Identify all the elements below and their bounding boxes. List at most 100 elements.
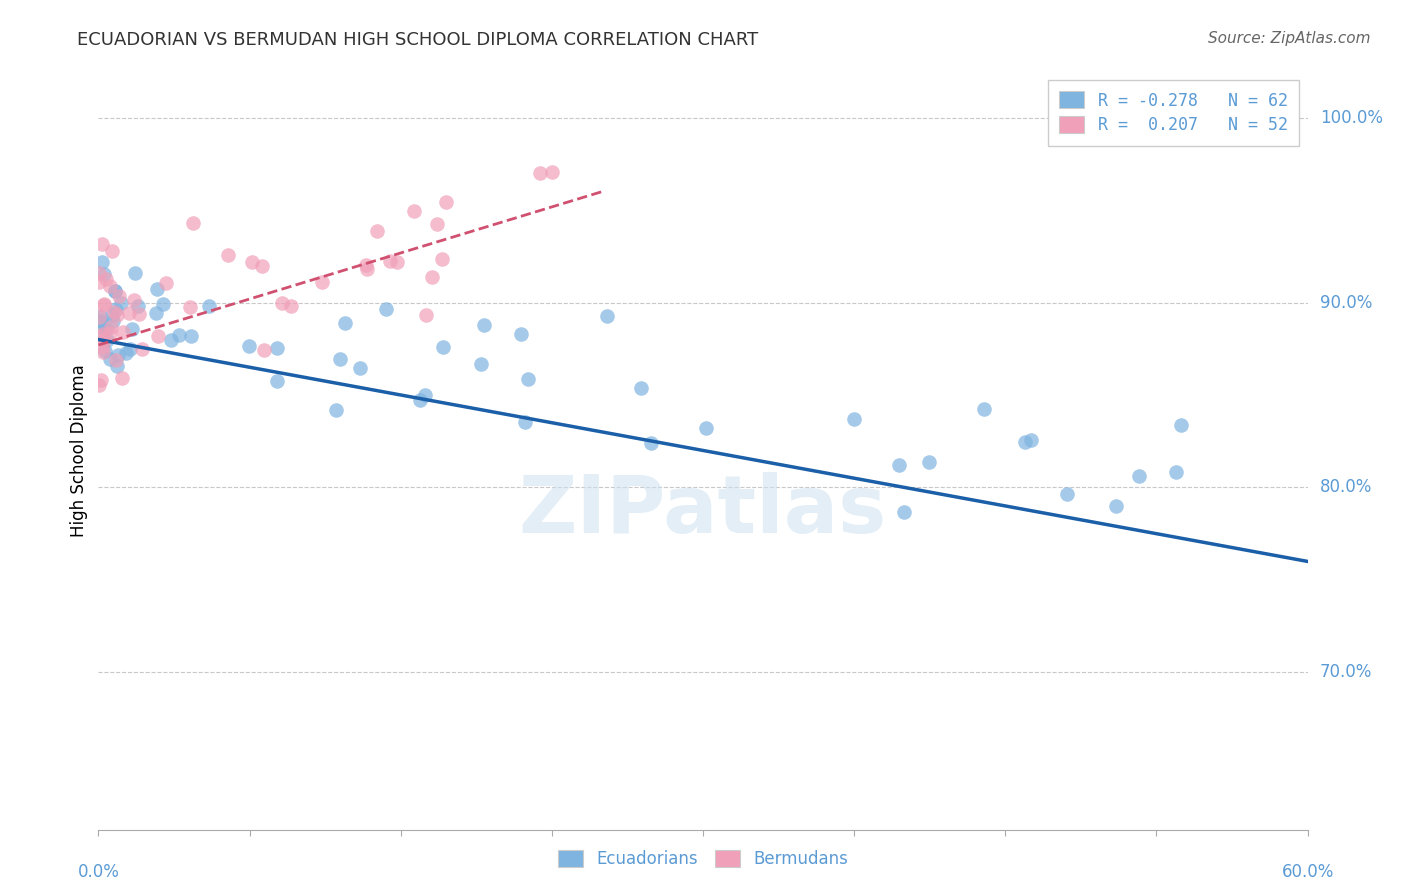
Legend: Ecuadorians, Bermudans: Ecuadorians, Bermudans (551, 843, 855, 875)
Point (93, 297, 115, 311)
Point (90, 373, 112, 387)
Point (105, 308, 128, 322)
Point (596, 310, 619, 324)
Point (356, 261, 378, 276)
Point (104, 285, 127, 299)
Point (110, 295, 132, 310)
Point (155, 276, 177, 290)
Point (145, 282, 167, 296)
Point (349, 360, 371, 375)
Y-axis label: High School Diploma: High School Diploma (70, 364, 89, 537)
Text: ZIPatlas: ZIPatlas (519, 472, 887, 550)
Point (111, 371, 134, 385)
Point (198, 299, 221, 313)
Point (131, 342, 153, 356)
Point (430, 252, 453, 266)
Point (152, 297, 174, 311)
Point (90, 237, 112, 252)
Point (96, 333, 118, 347)
Point (89, 319, 111, 334)
Point (385, 255, 408, 269)
Point (366, 224, 388, 238)
Point (434, 195, 457, 210)
Point (91, 340, 114, 354)
Point (108, 289, 131, 303)
Point (115, 346, 138, 360)
Point (103, 304, 125, 318)
Point (432, 340, 454, 354)
Point (160, 334, 183, 348)
Point (105, 359, 128, 373)
Point (842, 412, 865, 426)
Point (145, 306, 167, 320)
Point (1014, 435, 1036, 450)
Point (146, 329, 169, 343)
Point (415, 309, 437, 323)
Point (181, 216, 204, 230)
Point (280, 299, 302, 313)
Point (1170, 417, 1192, 432)
Point (329, 351, 352, 366)
Point (1019, 433, 1042, 447)
Legend: R = -0.278   N = 62, R =  0.207   N = 52: R = -0.278 N = 62, R = 0.207 N = 52 (1047, 79, 1299, 146)
Point (240, 255, 263, 269)
Point (420, 269, 443, 284)
Point (517, 372, 540, 386)
Point (253, 343, 276, 358)
Text: 70.0%: 70.0% (1320, 664, 1372, 681)
Point (354, 258, 377, 272)
Text: 60.0%: 60.0% (1281, 863, 1334, 880)
Point (893, 504, 915, 518)
Point (112, 325, 135, 339)
Point (101, 244, 124, 258)
Point (91, 326, 114, 341)
Point (93, 298, 115, 312)
Point (89, 329, 111, 343)
Point (378, 253, 401, 268)
Text: 100.0%: 100.0% (1320, 109, 1382, 127)
Point (640, 436, 662, 450)
Point (374, 302, 396, 317)
Point (630, 381, 652, 395)
Point (124, 293, 146, 307)
Point (250, 260, 273, 274)
Point (973, 402, 995, 417)
Point (529, 166, 551, 180)
Point (90, 255, 112, 269)
Point (238, 339, 260, 353)
Point (1056, 486, 1078, 500)
Point (1164, 465, 1187, 479)
Point (101, 314, 124, 328)
Point (89, 309, 111, 323)
Point (107, 348, 129, 362)
Point (89, 314, 111, 328)
Point (89, 313, 111, 327)
Text: 0.0%: 0.0% (77, 863, 120, 880)
Point (415, 388, 437, 402)
Point (98, 352, 121, 367)
Text: ECUADORIAN VS BERMUDAN HIGH SCHOOL DIPLOMA CORRELATION CHART: ECUADORIAN VS BERMUDAN HIGH SCHOOL DIPLO… (77, 31, 759, 49)
Point (89, 310, 111, 324)
Point (325, 403, 347, 417)
Point (1105, 499, 1128, 513)
Point (472, 318, 495, 333)
Point (100, 326, 122, 341)
Point (94, 343, 117, 358)
Point (93, 333, 115, 347)
Point (98, 279, 121, 293)
Point (470, 357, 492, 371)
Text: 80.0%: 80.0% (1320, 478, 1372, 497)
Point (127, 299, 149, 313)
Point (217, 248, 239, 262)
Point (94, 271, 117, 285)
Point (887, 458, 910, 472)
Point (101, 308, 124, 322)
Point (179, 300, 201, 314)
Text: 90.0%: 90.0% (1320, 293, 1372, 311)
Point (93, 267, 115, 281)
Point (311, 275, 333, 289)
Point (94, 322, 117, 336)
Point (513, 415, 536, 429)
Point (509, 326, 531, 341)
Point (105, 353, 128, 368)
